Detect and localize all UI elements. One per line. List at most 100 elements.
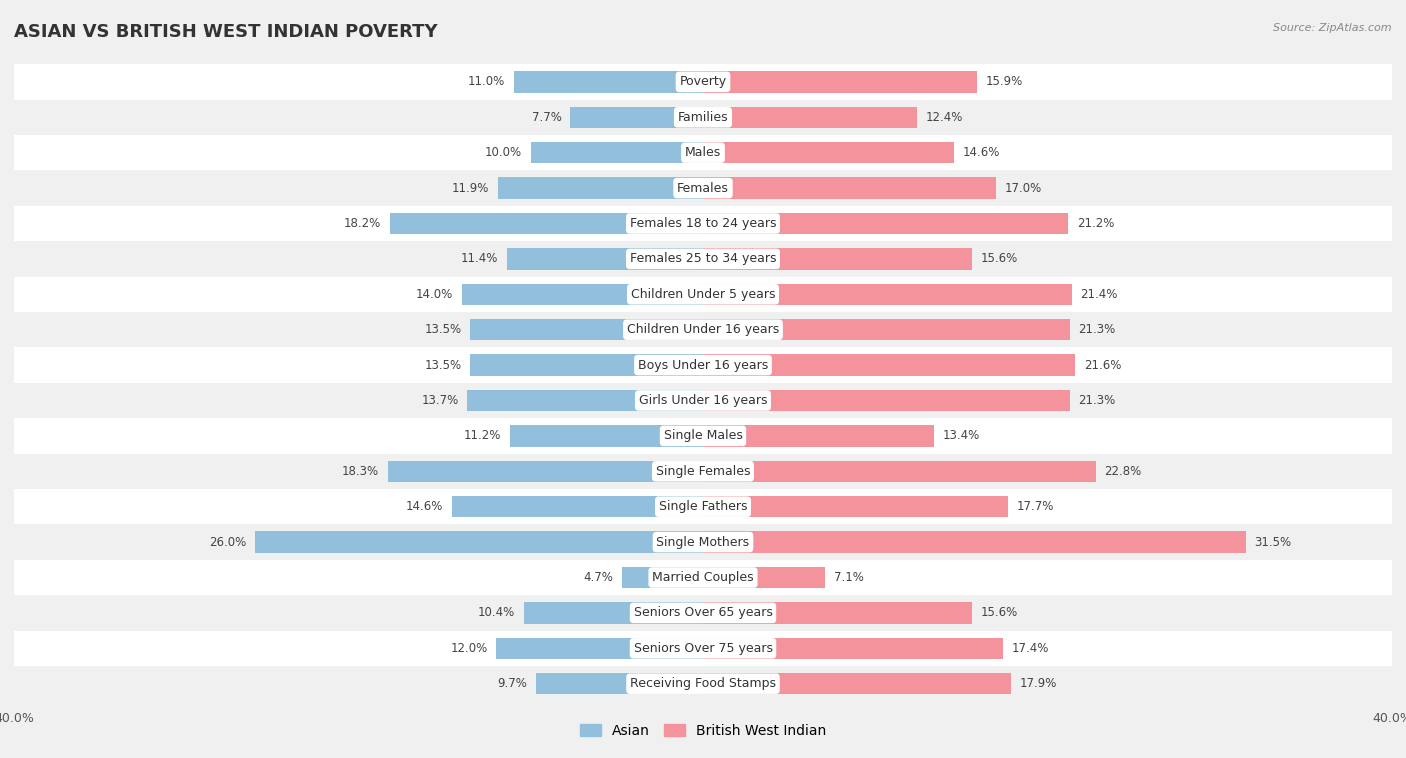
Bar [14, 312, 1392, 347]
Bar [703, 213, 1069, 234]
Text: 17.7%: 17.7% [1017, 500, 1054, 513]
Bar [14, 241, 1392, 277]
Bar [496, 637, 703, 659]
Bar [14, 99, 1392, 135]
Bar [256, 531, 703, 553]
Text: ASIAN VS BRITISH WEST INDIAN POVERTY: ASIAN VS BRITISH WEST INDIAN POVERTY [14, 23, 437, 41]
Text: 13.4%: 13.4% [942, 429, 980, 443]
Text: 13.7%: 13.7% [422, 394, 458, 407]
Bar [621, 567, 703, 588]
Bar [471, 319, 703, 340]
Text: 7.1%: 7.1% [834, 571, 863, 584]
Bar [703, 319, 1070, 340]
Text: 17.9%: 17.9% [1019, 677, 1057, 691]
Text: 4.7%: 4.7% [583, 571, 613, 584]
Text: 17.0%: 17.0% [1004, 182, 1042, 195]
Bar [389, 213, 703, 234]
Bar [471, 355, 703, 376]
Bar [461, 283, 703, 305]
Bar [703, 496, 1008, 517]
Bar [14, 171, 1392, 205]
Text: 10.0%: 10.0% [485, 146, 522, 159]
Text: Poverty: Poverty [679, 75, 727, 89]
Text: 26.0%: 26.0% [209, 536, 246, 549]
Bar [703, 283, 1071, 305]
Text: Girls Under 16 years: Girls Under 16 years [638, 394, 768, 407]
Bar [14, 560, 1392, 595]
Bar [498, 177, 703, 199]
Bar [506, 249, 703, 270]
Bar [703, 142, 955, 163]
Text: 9.7%: 9.7% [498, 677, 527, 691]
Bar [14, 489, 1392, 525]
Bar [14, 666, 1392, 701]
Bar [703, 71, 977, 92]
Text: 22.8%: 22.8% [1104, 465, 1142, 478]
Bar [703, 249, 972, 270]
Text: Seniors Over 75 years: Seniors Over 75 years [634, 642, 772, 655]
Bar [536, 673, 703, 694]
Text: Children Under 5 years: Children Under 5 years [631, 288, 775, 301]
Text: 12.0%: 12.0% [450, 642, 488, 655]
Bar [703, 355, 1076, 376]
Text: Seniors Over 65 years: Seniors Over 65 years [634, 606, 772, 619]
Text: 15.6%: 15.6% [980, 606, 1018, 619]
Bar [703, 673, 1011, 694]
Text: 21.6%: 21.6% [1084, 359, 1121, 371]
Bar [513, 71, 703, 92]
Bar [14, 205, 1392, 241]
Bar [14, 453, 1392, 489]
Bar [14, 525, 1392, 560]
Text: Married Couples: Married Couples [652, 571, 754, 584]
Bar [388, 461, 703, 482]
Text: 18.2%: 18.2% [343, 217, 381, 230]
Text: 14.0%: 14.0% [416, 288, 453, 301]
Bar [703, 425, 934, 446]
Text: Single Males: Single Males [664, 429, 742, 443]
Bar [703, 531, 1246, 553]
Text: 11.9%: 11.9% [453, 182, 489, 195]
Bar [703, 603, 972, 624]
Bar [14, 383, 1392, 418]
Text: 11.4%: 11.4% [461, 252, 498, 265]
Bar [14, 277, 1392, 312]
Bar [571, 107, 703, 128]
Bar [14, 631, 1392, 666]
Bar [467, 390, 703, 411]
Bar [14, 418, 1392, 453]
Bar [14, 347, 1392, 383]
Legend: Asian, British West Indian: Asian, British West Indian [575, 718, 831, 743]
Text: Single Fathers: Single Fathers [659, 500, 747, 513]
Text: Single Females: Single Females [655, 465, 751, 478]
Text: 11.0%: 11.0% [468, 75, 505, 89]
Text: Boys Under 16 years: Boys Under 16 years [638, 359, 768, 371]
Bar [703, 567, 825, 588]
Bar [510, 425, 703, 446]
Text: Females: Females [678, 182, 728, 195]
Bar [703, 390, 1070, 411]
Text: 11.2%: 11.2% [464, 429, 502, 443]
Bar [703, 461, 1095, 482]
Text: Single Mothers: Single Mothers [657, 536, 749, 549]
Bar [524, 603, 703, 624]
Text: 17.4%: 17.4% [1011, 642, 1049, 655]
Bar [703, 107, 917, 128]
Text: Source: ZipAtlas.com: Source: ZipAtlas.com [1274, 23, 1392, 33]
Bar [531, 142, 703, 163]
Text: 14.6%: 14.6% [963, 146, 1001, 159]
Bar [703, 637, 1002, 659]
Text: 21.2%: 21.2% [1077, 217, 1114, 230]
Text: 31.5%: 31.5% [1254, 536, 1291, 549]
Text: Families: Families [678, 111, 728, 124]
Text: Females 25 to 34 years: Females 25 to 34 years [630, 252, 776, 265]
Text: 15.6%: 15.6% [980, 252, 1018, 265]
Text: Children Under 16 years: Children Under 16 years [627, 323, 779, 337]
Text: 21.3%: 21.3% [1078, 323, 1116, 337]
Bar [703, 177, 995, 199]
Text: Females 18 to 24 years: Females 18 to 24 years [630, 217, 776, 230]
Text: 21.4%: 21.4% [1080, 288, 1118, 301]
Text: Receiving Food Stamps: Receiving Food Stamps [630, 677, 776, 691]
Text: 7.7%: 7.7% [531, 111, 562, 124]
Text: Males: Males [685, 146, 721, 159]
Text: 15.9%: 15.9% [986, 75, 1022, 89]
